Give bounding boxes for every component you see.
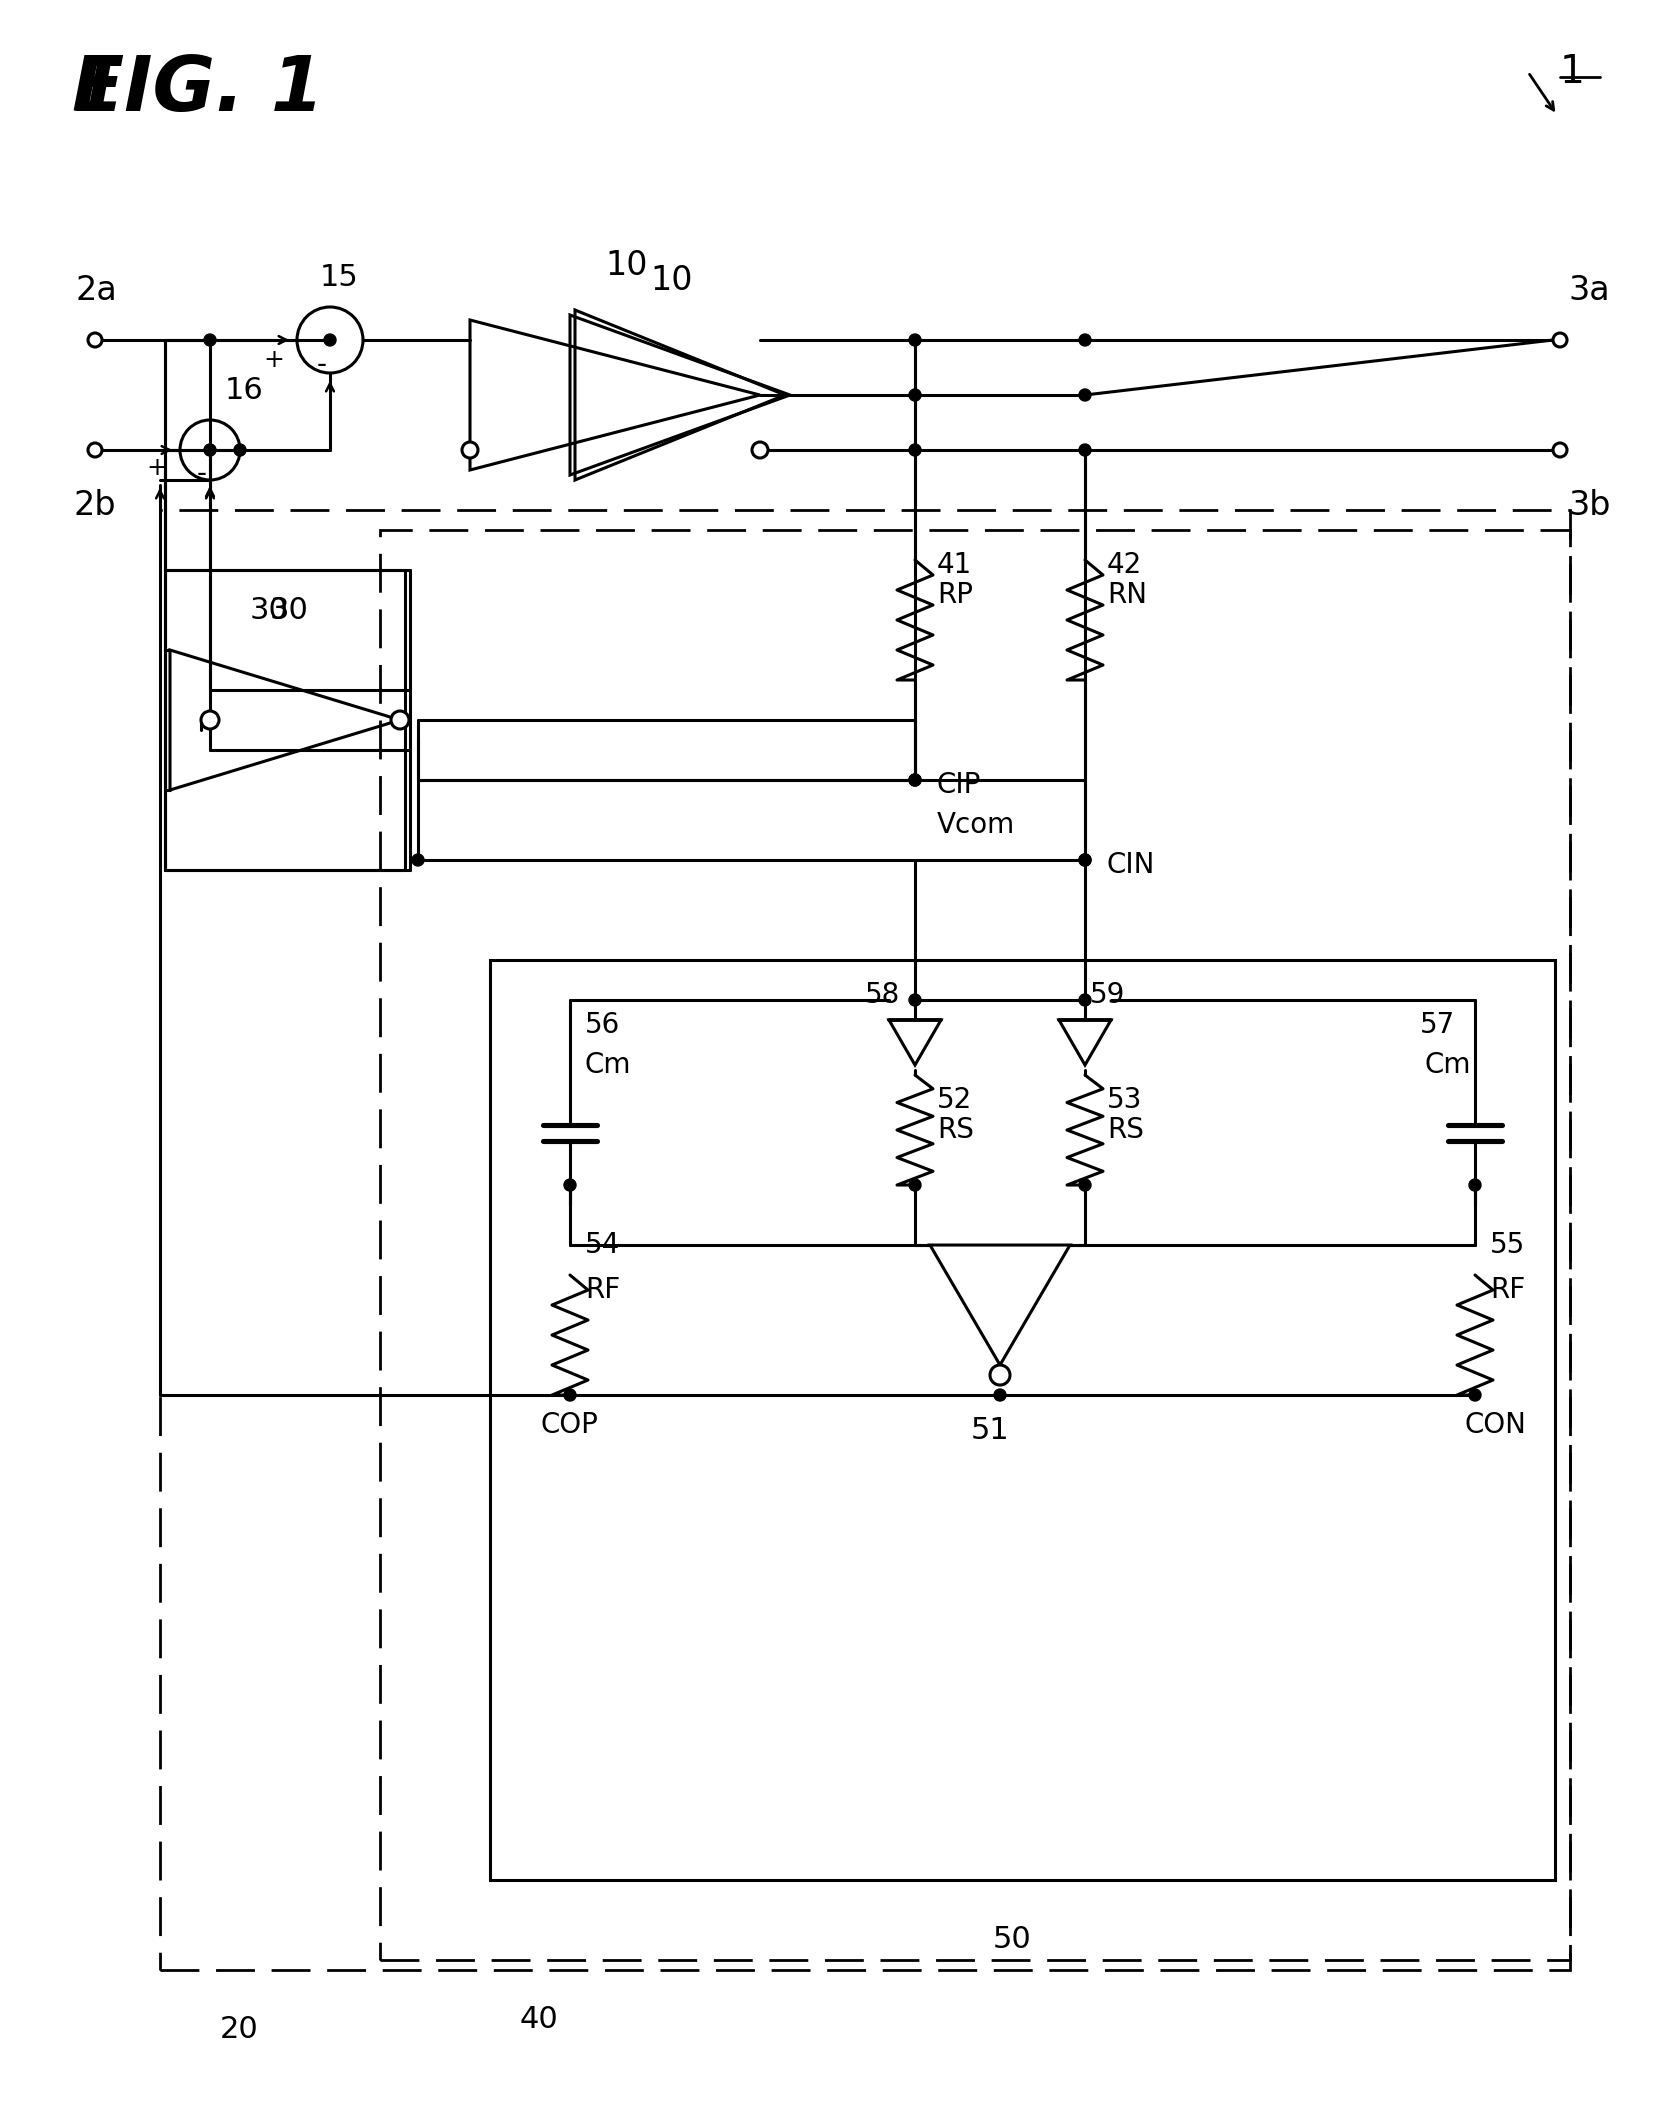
Text: Vcom: Vcom (937, 812, 1016, 839)
Circle shape (89, 332, 102, 347)
Text: 15: 15 (320, 263, 358, 292)
Circle shape (1079, 444, 1091, 456)
Circle shape (201, 711, 219, 730)
Circle shape (751, 442, 768, 458)
Circle shape (391, 713, 408, 728)
Circle shape (908, 774, 922, 787)
Text: 58: 58 (865, 980, 900, 1009)
Text: 30: 30 (269, 595, 310, 625)
Text: 57: 57 (1420, 1012, 1456, 1039)
Circle shape (994, 1390, 1005, 1401)
Text: 40: 40 (520, 2006, 559, 2034)
Text: 2a: 2a (75, 273, 117, 307)
Text: 3a: 3a (1568, 273, 1609, 307)
Circle shape (391, 711, 408, 730)
Text: +: + (264, 347, 284, 372)
Text: 56: 56 (586, 1012, 621, 1039)
Circle shape (908, 995, 922, 1005)
Text: CIN: CIN (1108, 852, 1156, 879)
Circle shape (1553, 444, 1568, 456)
Text: 10: 10 (606, 248, 647, 282)
Text: 30: 30 (249, 595, 289, 625)
Text: FIG. 1: FIG. 1 (72, 53, 325, 126)
Text: 1: 1 (1559, 53, 1584, 90)
Text: -: - (197, 461, 207, 488)
Text: 51: 51 (970, 1415, 1009, 1445)
Bar (490, 959, 1554, 1880)
Text: -: - (316, 351, 326, 379)
Text: RS: RS (1108, 1117, 1144, 1144)
Text: RP: RP (937, 580, 974, 610)
Circle shape (990, 1365, 1010, 1386)
Text: RF: RF (1491, 1277, 1526, 1304)
Circle shape (1079, 334, 1091, 347)
Circle shape (908, 444, 922, 456)
Circle shape (908, 1180, 922, 1190)
Text: 52: 52 (937, 1085, 972, 1115)
Text: 41: 41 (937, 551, 972, 578)
Circle shape (412, 854, 423, 866)
Text: 2b: 2b (74, 488, 115, 522)
Circle shape (1079, 1180, 1091, 1190)
Circle shape (908, 389, 922, 402)
Text: 10: 10 (651, 263, 693, 297)
Circle shape (89, 444, 102, 456)
Circle shape (204, 334, 216, 347)
Circle shape (1079, 854, 1091, 866)
Circle shape (234, 444, 246, 456)
Text: COP: COP (540, 1411, 597, 1438)
Circle shape (908, 774, 922, 787)
Circle shape (1079, 995, 1091, 1005)
Text: CIP: CIP (937, 772, 982, 799)
Text: RS: RS (937, 1117, 974, 1144)
Text: RF: RF (586, 1277, 621, 1304)
Text: 55: 55 (1491, 1230, 1526, 1260)
Text: 3b: 3b (1568, 488, 1611, 522)
Text: CON: CON (1466, 1411, 1527, 1438)
Circle shape (1469, 1390, 1481, 1401)
Bar (380, 530, 1569, 1960)
Bar (161, 511, 1569, 1971)
Text: 1: 1 (72, 53, 125, 126)
Text: 54: 54 (586, 1230, 621, 1260)
Text: 16: 16 (224, 376, 264, 404)
Text: Cm: Cm (1425, 1052, 1472, 1079)
Text: RN: RN (1108, 580, 1148, 610)
Text: 59: 59 (1091, 980, 1126, 1009)
Text: +: + (147, 456, 167, 479)
Circle shape (325, 334, 336, 347)
Text: 50: 50 (992, 1926, 1031, 1954)
Circle shape (204, 444, 216, 456)
Text: Cm: Cm (586, 1052, 631, 1079)
Circle shape (564, 1390, 576, 1401)
Circle shape (1079, 389, 1091, 402)
Circle shape (564, 1180, 576, 1190)
Circle shape (1469, 1180, 1481, 1190)
Text: 20: 20 (221, 2015, 259, 2044)
Text: 42: 42 (1108, 551, 1143, 578)
Circle shape (1079, 854, 1091, 866)
Circle shape (908, 334, 922, 347)
Circle shape (1553, 332, 1568, 347)
Text: 53: 53 (1108, 1085, 1143, 1115)
Circle shape (462, 442, 478, 458)
